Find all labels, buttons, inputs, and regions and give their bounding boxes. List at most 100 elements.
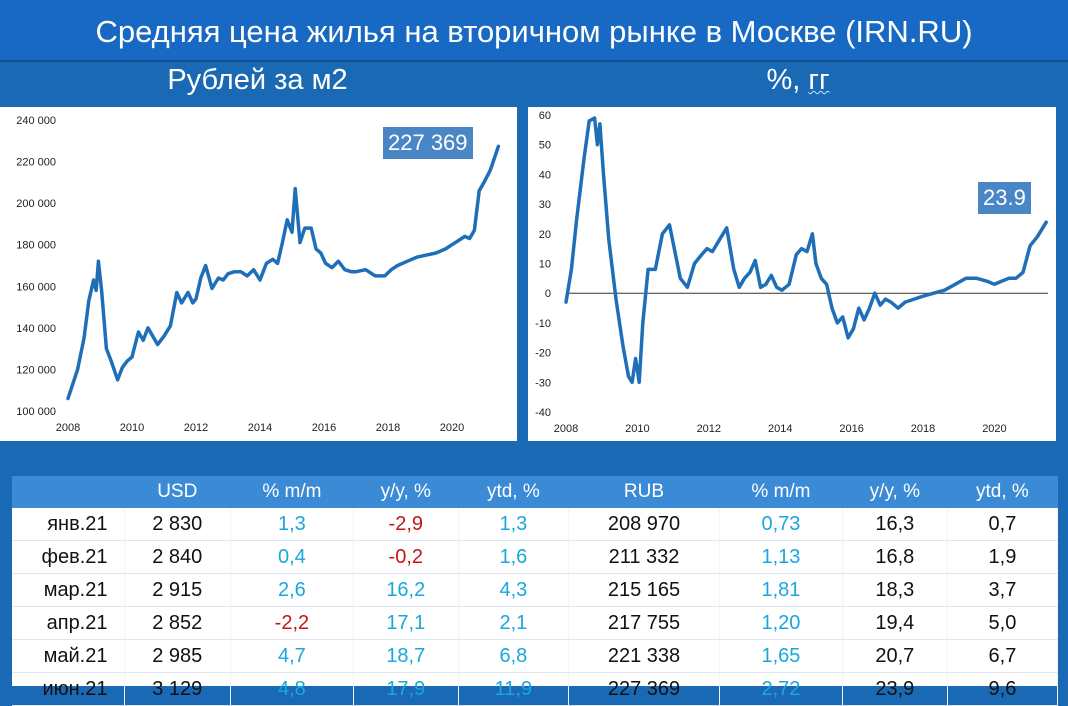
yoy-x-tick-label: 2010: [625, 423, 649, 435]
right-subtitle-main: %,: [766, 64, 809, 96]
yoy-y-tick-label: -30: [535, 377, 551, 389]
table-cell: 23,9: [842, 672, 948, 706]
yoy-callout: 23.9: [978, 182, 1031, 214]
table-row: фев.21 2 840 0,4 -0,2 1,6 211 332 1,13 16,8 1,9: [12, 540, 1059, 574]
table-cell: 215 165: [568, 573, 721, 607]
table-header-cell: y/y, %: [353, 476, 459, 508]
yoy-y-tick-label: 10: [539, 259, 551, 271]
table-month-cell: июн.21: [12, 672, 125, 706]
table-cell: 1,9: [947, 540, 1059, 574]
yoy-y-tick-label: 40: [539, 169, 551, 181]
yoy-x-tick-label: 2020: [982, 423, 1006, 435]
table-cell: 227 369: [568, 672, 721, 706]
yoy-y-tick-label: 0: [545, 288, 551, 300]
table-cell: 2 915: [124, 573, 232, 607]
table-cell: 1,81: [719, 573, 843, 607]
table-cell: 5,0: [947, 606, 1059, 640]
table-cell: 4,3: [458, 573, 569, 607]
table-cell: -2,2: [230, 606, 354, 640]
table-cell: 0,4: [230, 540, 354, 574]
table-cell: 0,7: [947, 508, 1059, 541]
table-header-cell: USD: [124, 476, 231, 508]
yoy-y-tick-label: 30: [539, 199, 551, 211]
yoy-y-tick-label: 50: [539, 140, 551, 152]
table-cell: 2,72: [719, 672, 843, 706]
price-y-tick-label: 240 000: [16, 115, 56, 127]
table-cell: 1,6: [458, 540, 569, 574]
table-cell: 2 840: [124, 540, 232, 574]
price-callout: 227 369: [383, 127, 473, 159]
price-x-tick-label: 2016: [312, 422, 336, 434]
price-y-tick-label: 200 000: [16, 198, 56, 210]
table-cell: 217 755: [568, 606, 721, 640]
table-cell: 1,3: [230, 508, 354, 541]
yoy-x-tick-label: 2014: [768, 423, 792, 435]
table-row: янв.21 2 830 1,3 -2,9 1,3 208 970 0,73 16,3 0,7: [12, 508, 1059, 541]
table-month-cell: фев.21: [12, 540, 125, 574]
table-cell: 20,7: [842, 639, 948, 673]
price-y-tick-label: 120 000: [16, 364, 56, 376]
yoy-x-tick-label: 2018: [911, 423, 935, 435]
table-cell: 6,7: [947, 639, 1059, 673]
price-y-tick-label: 180 000: [16, 240, 56, 252]
table-cell: 3 129: [124, 672, 232, 706]
price-y-tick-label: 140 000: [16, 323, 56, 335]
yoy-chart-panel: -40 -30 -20 -10 0 10 20 30 40 50 60 2008 2010 2012 201…: [528, 107, 1056, 441]
table-cell: -0,2: [353, 540, 459, 574]
yoy-y-tick-label: 20: [539, 229, 551, 241]
data-table-wrap: USD% m/m y/y, % ytd, % RUB% m/m y/y, % ytd, %…: [12, 476, 1059, 706]
yoy-chart: -40 -30 -20 -10 0 10 20 30 40 50 60 2008 2010 2012 201…: [535, 110, 1048, 435]
yoy-y-tick-label: -10: [535, 318, 551, 330]
table-cell: 208 970: [568, 508, 721, 541]
right-subtitle-unit: гг: [808, 64, 830, 96]
title-divider: [0, 60, 1068, 62]
yoy-y-tick-label: -40: [535, 407, 551, 419]
table-month-cell: апр.21: [12, 606, 125, 640]
table-cell: 17,9: [353, 672, 459, 706]
table-cell: 17,1: [353, 606, 459, 640]
table-cell: 1,13: [719, 540, 843, 574]
table-month-cell: май.21: [12, 639, 125, 673]
table-header-row: USD% m/m y/y, % ytd, % RUB% m/m y/y, % ytd, %: [12, 476, 1058, 508]
price-x-tick-label: 2010: [120, 422, 144, 434]
left-chart-subtitle: Рублей за м2: [167, 64, 348, 96]
table-cell: 0,73: [719, 508, 843, 541]
data-table: USD% m/m y/y, % ytd, % RUB% m/m y/y, % ytd, %…: [12, 476, 1059, 706]
table-cell: 16,8: [842, 540, 948, 574]
price-x-tick-label: 2014: [248, 422, 272, 434]
table-header-cell: % m/m: [719, 476, 843, 508]
table-cell: 18,3: [842, 573, 948, 607]
page-title: Средняя цена жилья на вторичном рынке в …: [0, 0, 1068, 62]
table-cell: 4,8: [230, 672, 354, 706]
table-cell: 18,7: [353, 639, 459, 673]
price-x-tick-label: 2020: [440, 422, 464, 434]
table-cell: 1,20: [719, 606, 843, 640]
table-cell: 16,2: [353, 573, 459, 607]
table-cell: 9,6: [947, 672, 1059, 706]
price-y-tick-label: 100 000: [16, 406, 56, 418]
table-row: июн.21 3 129 4,8 17,9 11,9 227 369 2,72 23,9 9,6: [12, 672, 1059, 706]
table-header-cell: y/y, %: [842, 476, 948, 508]
table-row: апр.21 2 852 -2,2 17,1 2,1 217 755 1,20 19,4 5,0: [12, 606, 1059, 640]
table-row: май.21 2 985 4,7 18,7 6,8 221 338 1,65 20,7 6,7: [12, 639, 1059, 673]
table-month-cell: янв.21: [12, 508, 125, 541]
yoy-y-tick-label: -20: [535, 348, 551, 360]
table-cell: 221 338: [568, 639, 721, 673]
table-cell: 1,65: [719, 639, 843, 673]
yoy-x-tick-label: 2016: [839, 423, 863, 435]
price-x-tick-label: 2008: [56, 422, 80, 434]
table-cell: 2,1: [458, 606, 569, 640]
table-cell: 2 830: [124, 508, 232, 541]
price-y-tick-label: 220 000: [16, 157, 56, 169]
table-cell: 11,9: [458, 672, 569, 706]
price-chart: 100 000 120 000 140 000 160 000 180 000 200 0…: [16, 115, 501, 434]
price-chart-panel: 100 000 120 000 140 000 160 000 180 000 200 0…: [0, 107, 517, 441]
yoy-series-line: [564, 116, 1048, 385]
right-chart-subtitle: %, гг: [528, 64, 1068, 97]
table-header-cell: ytd, %: [458, 476, 569, 508]
table-cell: 6,8: [458, 639, 569, 673]
yoy-x-tick-label: 2008: [554, 423, 578, 435]
table-cell: 2,6: [230, 573, 354, 607]
price-series-line: [66, 144, 501, 401]
price-y-tick-label: 160 000: [16, 281, 56, 293]
